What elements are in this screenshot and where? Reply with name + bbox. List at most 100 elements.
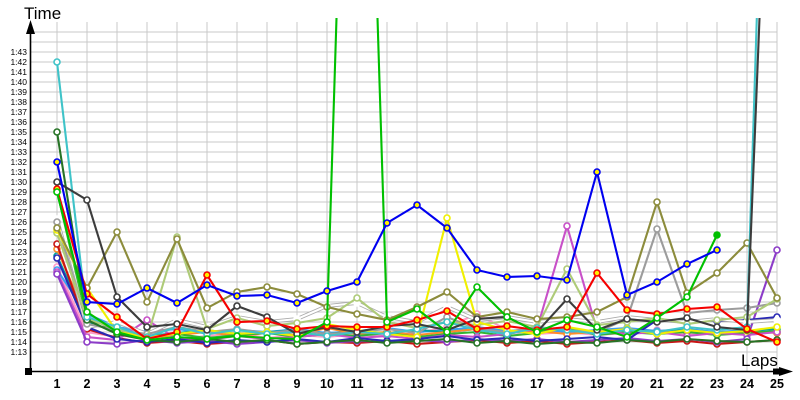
series-blue-point — [353, 278, 361, 286]
series-green-point — [113, 328, 121, 336]
y-tick-label: 1:20 — [10, 277, 27, 287]
series-purple-point — [83, 338, 91, 346]
series-black-point — [473, 315, 481, 323]
y-tick-label: 1:24 — [10, 237, 27, 247]
series-red-point — [413, 316, 421, 324]
series-green-point — [83, 308, 91, 316]
y-tick-label: 1:41 — [10, 67, 27, 77]
series-red-point — [263, 317, 271, 325]
series-magenta-point — [563, 222, 571, 230]
x-tick-label: 24 — [740, 377, 754, 391]
y-tick-label: 1:35 — [10, 127, 27, 137]
series-black-point — [173, 320, 181, 328]
series-blue-point — [683, 260, 691, 268]
y-tick-label: 1:28 — [10, 197, 27, 207]
series-green-point — [653, 314, 661, 322]
x-tick-label: 14 — [440, 377, 454, 391]
series-black-point — [623, 315, 631, 323]
x-tick-label: 18 — [560, 377, 574, 391]
series-gray-point — [653, 225, 661, 233]
series-blue-point — [53, 158, 61, 166]
origin-marker — [25, 368, 32, 375]
series-blue-point — [653, 278, 661, 286]
series-magenta-point — [143, 316, 151, 324]
series-green-point — [203, 335, 211, 343]
series-olive-point — [263, 283, 271, 291]
series-olive-point — [773, 294, 781, 302]
series-blue-point — [383, 219, 391, 227]
series-blue-point — [593, 168, 601, 176]
series-olive-point — [713, 269, 721, 277]
series-purple-point — [773, 246, 781, 254]
series-black-point — [683, 314, 691, 322]
series-green-point — [593, 323, 601, 331]
x-tick-label: 10 — [320, 377, 334, 391]
x-tick-label: 20 — [620, 377, 634, 391]
series-black-point — [113, 293, 121, 301]
series-cyan-point — [53, 58, 61, 66]
series-green-point — [713, 231, 721, 239]
x-tick-label: 15 — [470, 377, 484, 391]
series-black-point — [143, 323, 151, 331]
series-cyan-point — [623, 326, 631, 334]
x-tick-label: 21 — [650, 377, 664, 391]
series-darkgreen-point — [443, 335, 451, 343]
series-gray-point — [53, 218, 61, 226]
series-red-point — [233, 318, 241, 326]
series-blue-point — [143, 284, 151, 292]
y-tick-label: 1:39 — [10, 87, 27, 97]
y-tick-label: 1:13 — [10, 347, 27, 357]
x-tick-label: 5 — [174, 377, 181, 391]
series-olive-point — [533, 315, 541, 323]
series-red-point — [713, 303, 721, 311]
x-axis-title: Laps — [741, 351, 778, 370]
y-tick-label: 1:19 — [10, 287, 27, 297]
series-olive-point — [653, 198, 661, 206]
series-darkgreen-point — [653, 338, 661, 346]
x-tick-label: 9 — [294, 377, 301, 391]
y-tick-label: 1:17 — [10, 307, 27, 317]
x-tick-label: 2 — [84, 377, 91, 391]
series-cyan-point — [503, 330, 511, 338]
series-blue-point — [83, 298, 91, 306]
series-blue-point — [173, 299, 181, 307]
series-green-point — [323, 318, 331, 326]
x-tick-label: 3 — [114, 377, 121, 391]
y-tick-label: 1:34 — [10, 137, 27, 147]
x-tick-label: 12 — [380, 377, 394, 391]
series-blue-point — [443, 224, 451, 232]
y-tick-label: 1:15 — [10, 327, 27, 337]
y-tick-label: 1:25 — [10, 227, 27, 237]
series-olive-point — [173, 235, 181, 243]
y-tick-label: 1:40 — [10, 77, 27, 87]
series-blue-point — [263, 291, 271, 299]
series-yellow-point — [773, 323, 781, 331]
series-cyan-point — [233, 326, 241, 334]
series-darkgreen-point — [713, 337, 721, 345]
series-green-point — [473, 283, 481, 291]
series-yellow-point — [443, 214, 451, 222]
series-red-point — [623, 306, 631, 314]
series-darkgreen-point — [353, 336, 361, 344]
series-blue-point — [473, 266, 481, 274]
series-navy-point — [53, 254, 61, 262]
x-tick-label: 22 — [680, 377, 694, 391]
series-green-point — [53, 188, 61, 196]
series-red-point — [773, 338, 781, 346]
x-tick-label: 1 — [54, 377, 61, 391]
series-black-point — [53, 178, 61, 186]
series-olive-point — [293, 290, 301, 298]
series-cyan-point — [383, 330, 391, 338]
series-olive-point — [53, 224, 61, 232]
series-red-point — [443, 307, 451, 315]
x-tick-label: 8 — [264, 377, 271, 391]
series-olive-point — [443, 288, 451, 296]
series-black-point — [563, 295, 571, 303]
x-tick-label: 16 — [500, 377, 514, 391]
series-olive-point — [593, 308, 601, 316]
series-blue-point — [233, 292, 241, 300]
x-tick-label: 19 — [590, 377, 604, 391]
series-darkgreen-point — [593, 339, 601, 347]
